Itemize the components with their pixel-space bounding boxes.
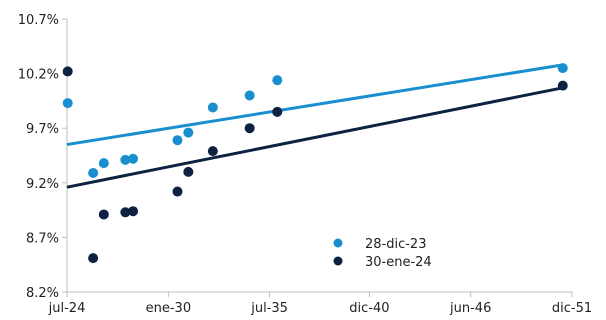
data-point-series-1	[557, 63, 568, 74]
data-point-series-2	[128, 206, 139, 217]
y-tick-label: 9.7%	[26, 122, 59, 137]
y-tick-label: 8.7%	[26, 231, 59, 246]
y-tick-label: 9.2%	[26, 177, 59, 192]
legend-marker-series-1	[333, 238, 343, 248]
legend: 28-dic-23 30-ene-24	[333, 237, 432, 270]
data-point-series-1	[272, 75, 283, 86]
data-point-series-1	[98, 158, 109, 169]
data-point-series-2	[120, 207, 131, 218]
data-point-series-1	[128, 153, 139, 164]
x-tick-label: ene-30	[146, 301, 191, 316]
data-point-series-2	[244, 123, 255, 134]
data-points	[62, 63, 568, 264]
axes: 8.2% 8.7% 9.2% 9.7% 10.2% 10.7% jul-24 ene-30 ju…	[18, 13, 592, 316]
trend-line-series-2	[66, 86, 564, 189]
data-point-series-2	[272, 106, 283, 117]
data-point-series-2	[88, 253, 99, 264]
legend-label-series-2: 30-ene-24	[365, 255, 432, 270]
x-tick-label: jul-24	[48, 301, 86, 316]
data-point-series-1	[120, 154, 131, 165]
x-tick-label: jun-46	[449, 301, 491, 316]
x-tick-label: dic-40	[349, 301, 389, 316]
data-point-series-2	[62, 66, 73, 77]
data-point-series-2	[98, 209, 109, 220]
data-point-series-1	[207, 102, 218, 113]
data-point-series-2	[172, 186, 183, 197]
data-point-series-1	[62, 98, 73, 109]
y-tick-label: 10.2%	[18, 68, 59, 83]
data-point-series-1	[244, 90, 255, 101]
y-tick-label: 10.7%	[18, 13, 59, 28]
x-tick-label: jul-35	[250, 301, 288, 316]
legend-label-series-1: 28-dic-23	[365, 237, 426, 252]
y-tick-label: 8.2%	[26, 286, 59, 301]
data-point-series-1	[183, 127, 194, 138]
trend-lines	[66, 63, 564, 189]
data-point-series-2	[557, 80, 568, 91]
data-point-series-2	[183, 166, 194, 177]
legend-marker-series-2	[333, 256, 343, 266]
data-point-series-1	[172, 135, 183, 146]
x-tick-label: dic-51	[552, 301, 592, 316]
trend-line-series-1	[66, 63, 564, 147]
data-point-series-1	[88, 167, 99, 178]
data-point-series-2	[207, 146, 218, 157]
